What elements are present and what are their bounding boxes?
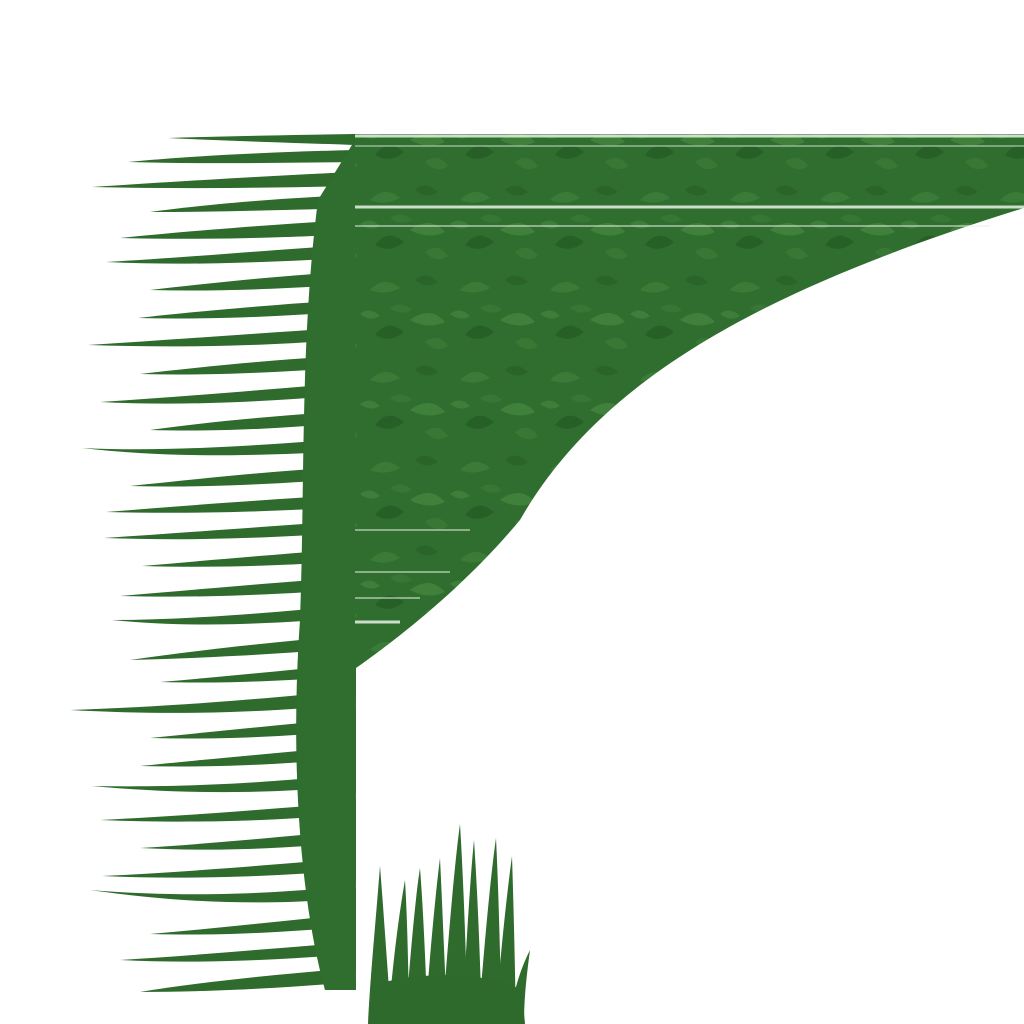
grass-fringe-left-edge (70, 134, 355, 992)
grass-corner-slope-tile (352, 134, 1024, 990)
grass-tuft-sprite (368, 824, 530, 1024)
tile-seam-lines (352, 134, 1024, 624)
